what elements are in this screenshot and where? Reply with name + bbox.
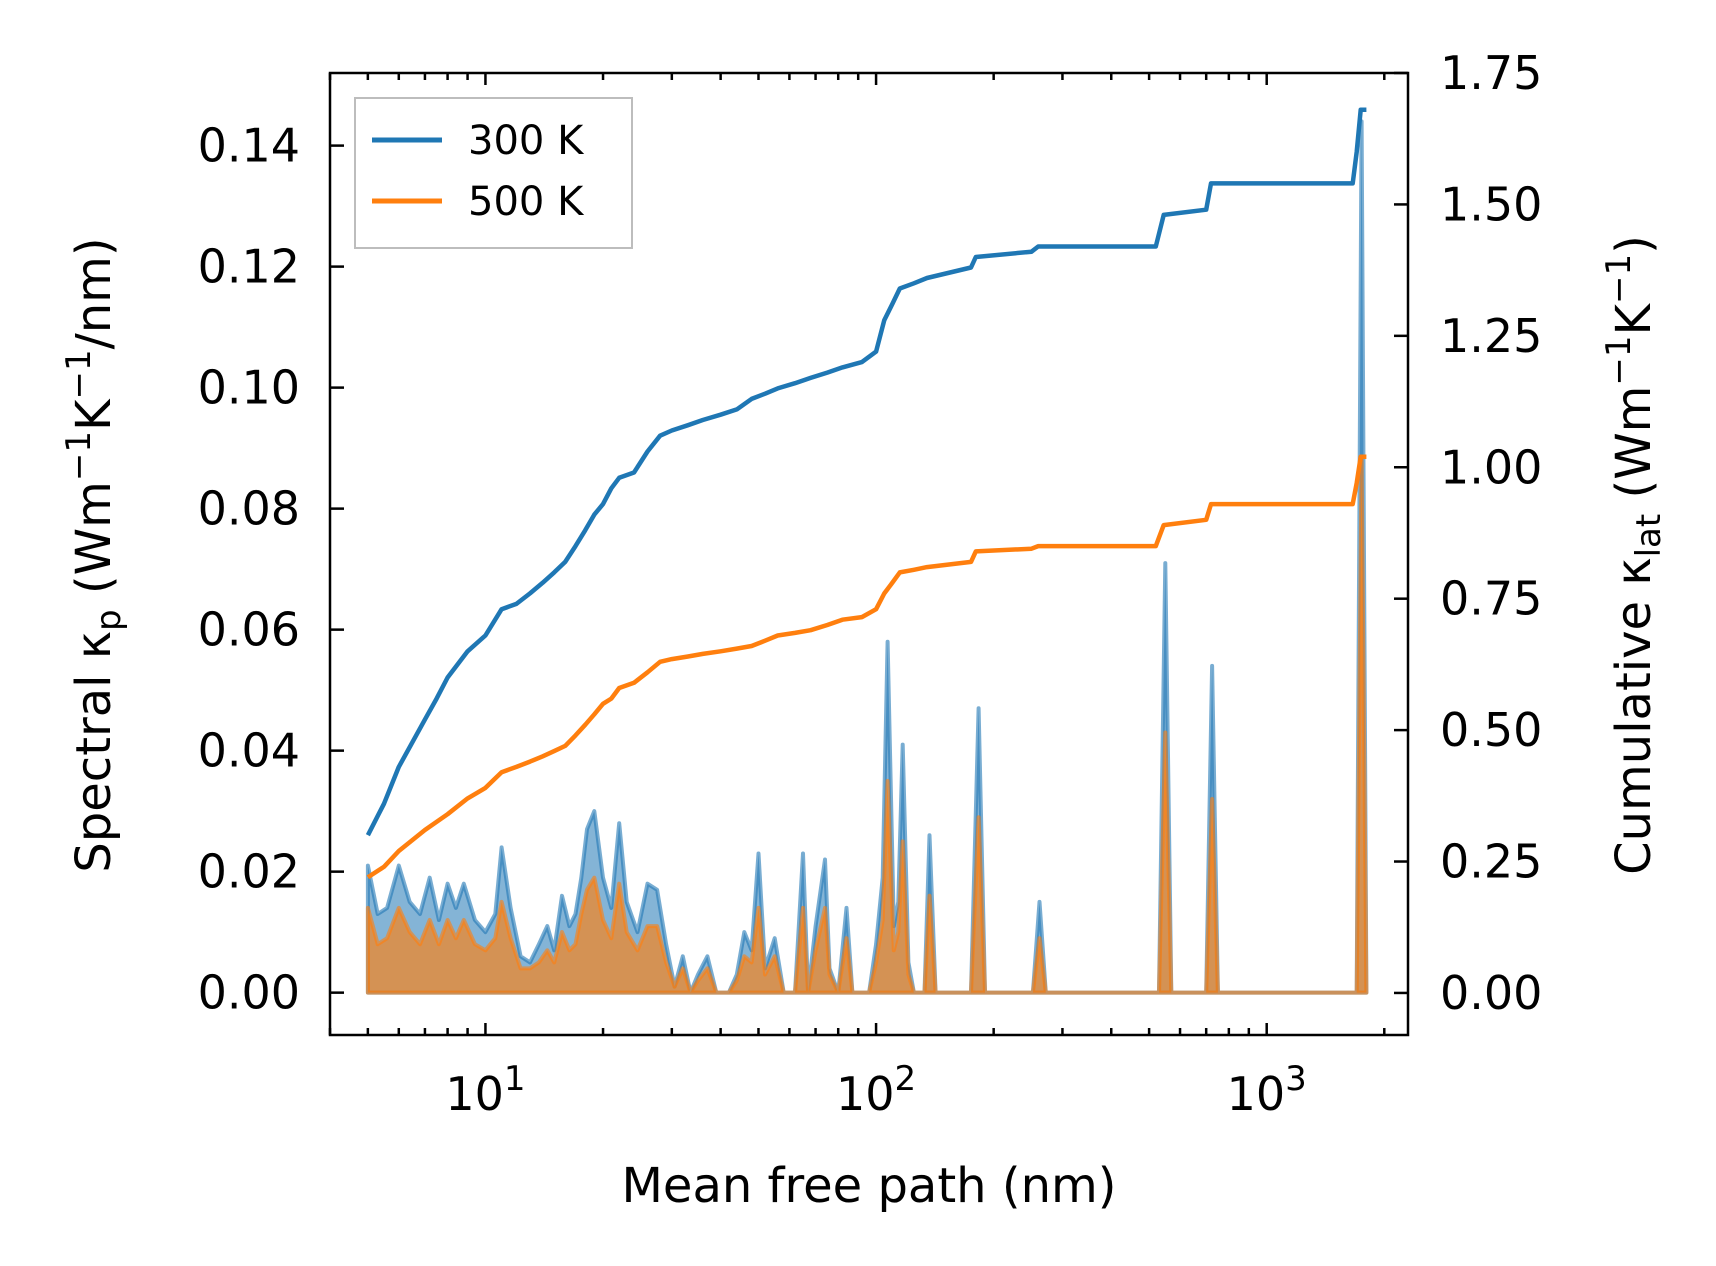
- cumulative-line-500k: [366, 454, 1367, 880]
- right-y-tick-label: 0.00: [1440, 966, 1542, 1020]
- left-y-tick-label: 0.04: [198, 724, 300, 778]
- spectral-area-300k: [365, 119, 1369, 995]
- left-y-axis-title: Spectral κp (Wm−1K−1/nm): [59, 237, 129, 872]
- left-y-tick-label: 0.12: [198, 240, 300, 294]
- cumulative-lines: [365, 107, 1367, 880]
- left-y-axis-ticks: 0.00 0.02 0.04 0.06 0.08 0.10 0.12 0.14: [198, 119, 344, 1020]
- right-y-tick-label: 1.25: [1440, 309, 1542, 363]
- right-y-tick-label: 0.25: [1440, 835, 1542, 889]
- legend-label-500k: 500 K: [468, 179, 585, 225]
- left-y-tick-label: 0.14: [198, 119, 300, 173]
- left-y-tick-label: 0.06: [198, 603, 300, 657]
- right-y-axis-ticks: 0.00 0.25 0.50 0.75 1.00 1.25 1.50 1.75: [1394, 46, 1542, 1020]
- right-y-tick-label: 1.75: [1440, 46, 1542, 100]
- spectral-area-500k: [365, 458, 1369, 995]
- legend-label-300k: 300 K: [468, 118, 585, 164]
- x-tick-label: 102: [836, 1059, 916, 1121]
- cumulative-line-300k: [365, 107, 1367, 837]
- legend: 300 K 500 K: [354, 97, 633, 249]
- right-y-tick-label: 1.50: [1440, 177, 1542, 231]
- spectral-areas: [365, 119, 1369, 995]
- plot-frame: [328, 71, 1410, 1037]
- left-y-tick-label: 0.10: [198, 361, 300, 415]
- x-axis-title: Mean free path (nm): [622, 1158, 1117, 1214]
- left-y-tick-label: 0.08: [198, 482, 300, 536]
- right-y-tick-label: 1.00: [1440, 440, 1542, 494]
- left-y-axis-title-sub: p: [89, 609, 129, 631]
- right-y-axis-title: Cumulative κlat (Wm−1K−1): [1599, 235, 1669, 875]
- right-y-axis-title-sub: lat: [1629, 514, 1669, 558]
- x-tick-label: 103: [1227, 1059, 1307, 1121]
- x-axis-ticks: 101 102 103: [328, 73, 1386, 1121]
- legend-box: [354, 97, 633, 249]
- right-y-tick-label: 0.50: [1440, 703, 1542, 757]
- left-y-tick-label: 0.02: [198, 845, 300, 899]
- left-y-tick-label: 0.00: [198, 966, 300, 1020]
- right-y-tick-label: 0.75: [1440, 572, 1542, 626]
- x-tick-label: 101: [445, 1059, 525, 1121]
